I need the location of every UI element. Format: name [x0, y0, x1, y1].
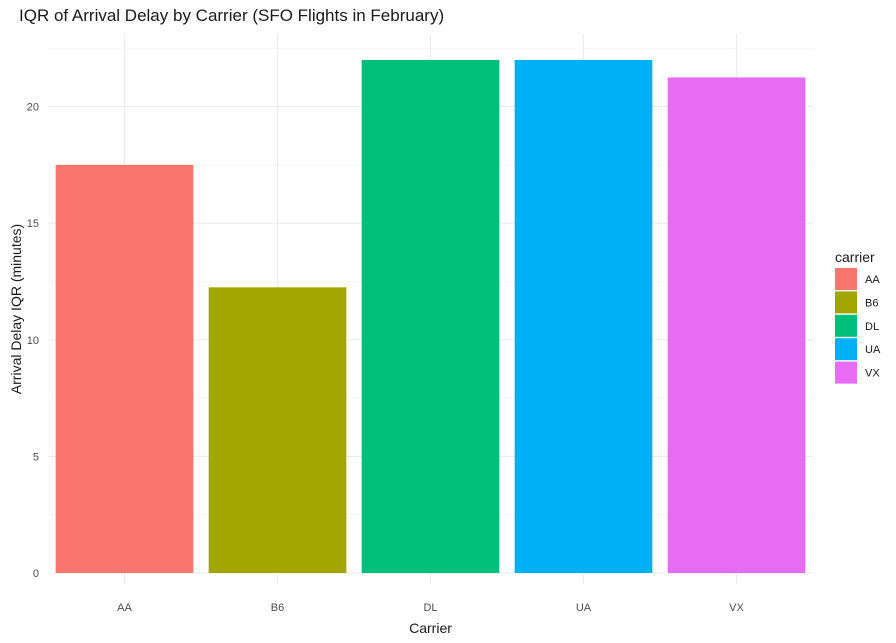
x-tick-label: UA: [576, 602, 592, 614]
x-tick-label: B6: [271, 602, 284, 614]
legend-label: VX: [865, 368, 880, 380]
y-axis-ticks: 0 5 10 15 20: [27, 102, 39, 580]
y-tick-label: 20: [27, 102, 39, 114]
legend-key-vx: [835, 361, 857, 384]
y-tick-label: 0: [33, 568, 39, 580]
y-tick-label: 5: [33, 451, 39, 463]
legend-label: DL: [865, 321, 879, 333]
legend-label: B6: [865, 297, 878, 309]
bars: [55, 59, 806, 573]
bar-ua: [514, 59, 653, 573]
y-axis-title: Arrival Delay IQR (minutes): [8, 224, 24, 394]
x-axis-title: Carrier: [409, 620, 452, 636]
legend-key-dl: [835, 314, 857, 337]
x-tick-label: DL: [423, 602, 437, 614]
legend-label: AA: [865, 274, 880, 286]
legend: carrier AA B6 DL UA VX: [835, 249, 881, 384]
bar-vx: [667, 77, 806, 573]
legend-key-b6: [835, 291, 857, 314]
legend-key-aa: [835, 268, 857, 290]
y-tick-label: 15: [27, 218, 39, 230]
legend-label: UA: [865, 344, 881, 356]
legend-title: carrier: [835, 249, 875, 265]
x-tick-label: AA: [117, 602, 132, 614]
bar-dl: [361, 59, 500, 573]
bar-b6: [208, 287, 347, 573]
chart-title: IQR of Arrival Delay by Carrier (SFO Fli…: [19, 6, 445, 25]
legend-key-ua: [835, 338, 857, 361]
y-tick-label: 10: [27, 335, 39, 347]
x-tick-label: VX: [729, 602, 744, 614]
x-axis-ticks: AA B6 DL UA VX: [117, 602, 744, 614]
bar-aa: [55, 164, 194, 573]
